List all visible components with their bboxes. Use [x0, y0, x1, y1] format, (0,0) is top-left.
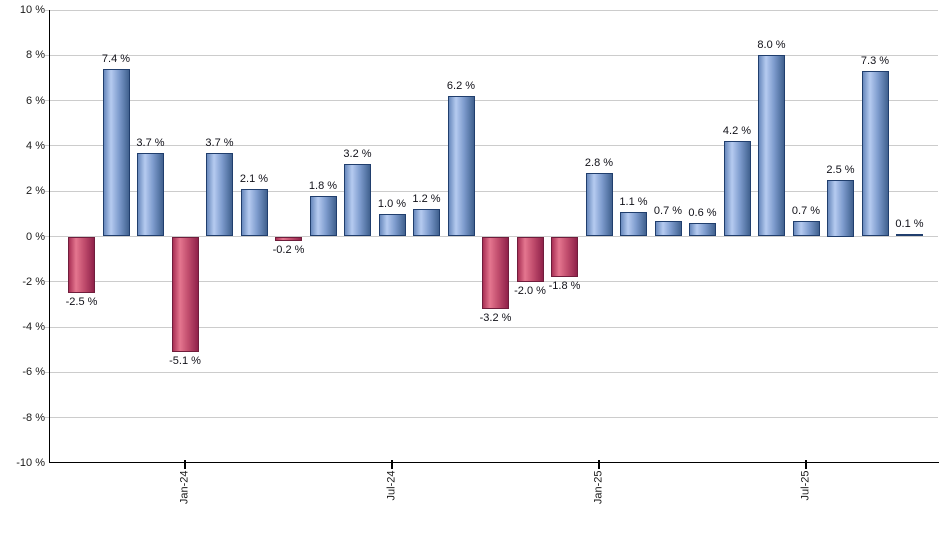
bar-value-label: 0.7 %	[791, 204, 821, 217]
bar-value-label: 2.1 %	[239, 172, 269, 185]
bar-positive[interactable]	[447, 96, 475, 237]
y-axis-tick-label: 8 %	[26, 49, 45, 62]
gridline	[45, 145, 938, 147]
x-axis-tick-label: Jan-24	[178, 470, 191, 505]
bar-value-label: -3.2 %	[479, 311, 512, 324]
gridline	[45, 371, 938, 373]
gridline	[45, 190, 938, 192]
y-axis-tick-label: 2 %	[26, 185, 45, 198]
bar-positive[interactable]	[206, 152, 233, 237]
bar-value-label: 7.3 %	[860, 55, 890, 68]
bar-positive[interactable]	[102, 68, 130, 237]
bar-positive[interactable]	[344, 164, 371, 237]
bar-value-label: -2.0 %	[514, 284, 546, 297]
bar-positive[interactable]	[413, 209, 440, 237]
y-axis-tick-label: -8 %	[22, 411, 45, 424]
bar-negative[interactable]	[551, 236, 578, 278]
gridline	[45, 417, 938, 419]
bar-positive[interactable]	[827, 179, 854, 237]
bar-value-label: 8.0 %	[757, 39, 786, 52]
bar-positive[interactable]	[654, 220, 682, 237]
bar-value-label: 3.7 %	[136, 136, 165, 149]
y-axis-tick-label: -2 %	[22, 275, 45, 288]
bar-negative[interactable]	[171, 236, 199, 352]
y-axis-tick-label: 10 %	[19, 4, 45, 16]
gridline	[45, 100, 938, 102]
y-axis-tick-label: 6 %	[26, 94, 45, 107]
bar-positive[interactable]	[585, 173, 613, 237]
bar-positive[interactable]	[792, 220, 820, 237]
x-axis-tick	[598, 460, 600, 469]
y-axis-tick-label: -4 %	[22, 321, 45, 334]
bar-value-label: -0.2 %	[272, 244, 305, 257]
bar-value-label: 0.7 %	[653, 204, 683, 217]
gridline	[45, 9, 938, 11]
bar-value-label: 1.0 %	[377, 197, 407, 210]
y-axis-line	[48, 10, 50, 463]
bar-negative[interactable]	[516, 236, 544, 282]
bar-value-label: 6.2 %	[446, 80, 476, 93]
plot-area: -2.5 % 7.4 % 3.7 % -5.1 % 3.7 % 2.1 % -0.2 % 1.…	[45, 9, 938, 463]
bar-value-label: 7.4 %	[101, 52, 131, 65]
gridline	[45, 54, 938, 56]
bar-value-label: 1.1 %	[619, 195, 648, 208]
bar-positive[interactable]	[723, 141, 751, 237]
y-axis-tick-label: -6 %	[22, 366, 45, 379]
bar-value-label: -2.5 %	[65, 296, 98, 309]
bar-value-label: 2.8 %	[584, 157, 614, 170]
bar-positive[interactable]	[758, 55, 785, 237]
bar-value-label: 2.5 %	[826, 163, 855, 176]
bar-value-label: -5.1 %	[169, 355, 201, 367]
bar-negative[interactable]	[482, 236, 509, 309]
y-axis-tick-label: 4 %	[26, 139, 45, 152]
gridline	[45, 326, 938, 328]
bar-positive[interactable]	[240, 188, 268, 237]
bar-value-label: -1.8 %	[548, 280, 581, 293]
bar-value-label: 0.1 %	[895, 218, 924, 231]
y-axis-tick-label: 0 %	[26, 230, 45, 243]
bar-value-label: 1.2 %	[412, 193, 441, 206]
x-axis-tick	[805, 460, 807, 469]
bar-value-label: 4.2 %	[722, 125, 752, 138]
x-axis-line	[48, 461, 939, 464]
x-axis-tick	[391, 460, 393, 469]
bar-value-label: 1.8 %	[308, 179, 338, 192]
y-axis-tick-label: -10 %	[16, 457, 45, 469]
bar-value-label: 3.7 %	[205, 136, 234, 149]
bar-positive[interactable]	[896, 234, 923, 237]
bar-positive[interactable]	[309, 195, 337, 237]
x-axis-tick-label: Jul-24	[385, 470, 398, 501]
bar-negative[interactable]	[68, 236, 95, 294]
x-axis-tick-label: Jul-25	[799, 470, 812, 501]
bar-value-label: 0.6 %	[688, 206, 717, 219]
bar-value-label: 3.2 %	[343, 148, 372, 161]
bar-positive[interactable]	[689, 222, 716, 237]
bar-positive[interactable]	[620, 211, 647, 237]
bar-positive[interactable]	[378, 213, 406, 237]
bar-positive[interactable]	[137, 152, 164, 237]
x-axis-tick-label: Jan-25	[592, 470, 605, 505]
x-axis-tick	[184, 460, 186, 469]
bar-positive[interactable]	[861, 71, 889, 237]
bar-negative[interactable]	[275, 236, 302, 242]
